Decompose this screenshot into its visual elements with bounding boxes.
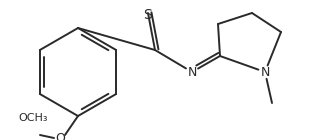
Text: N: N: [187, 66, 197, 79]
Text: O: O: [55, 131, 65, 140]
Text: N: N: [260, 66, 270, 79]
Text: OCH₃: OCH₃: [18, 113, 47, 123]
Text: S: S: [144, 8, 152, 22]
